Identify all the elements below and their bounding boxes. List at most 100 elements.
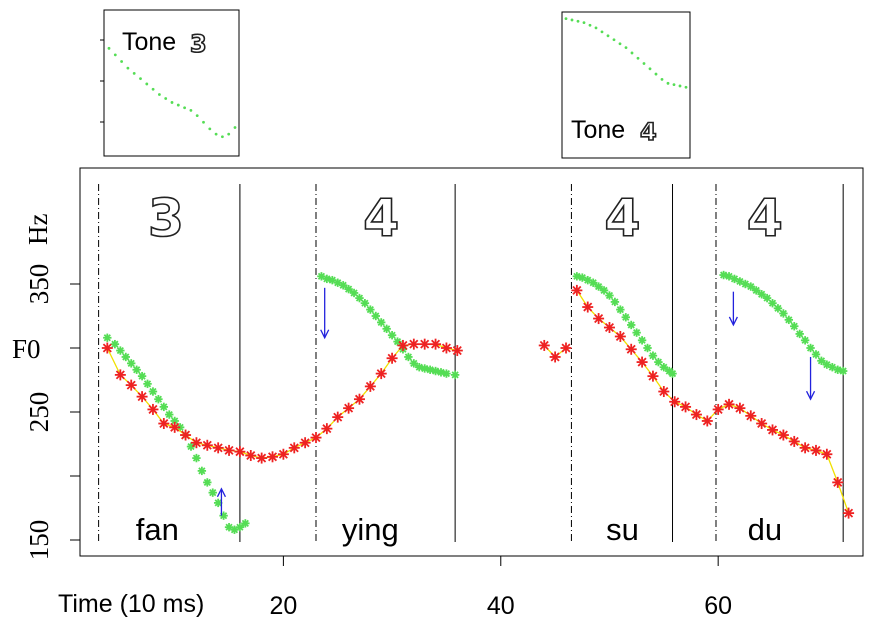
data-point (610, 297, 620, 307)
data-point (408, 338, 420, 350)
data-point (538, 339, 550, 351)
data-point (322, 274, 332, 284)
inset-tone3-curve (107, 46, 237, 139)
data-point (430, 338, 442, 350)
inset-point (576, 19, 580, 23)
data-point (658, 386, 670, 398)
inset-point (227, 132, 231, 136)
inset-point (132, 72, 136, 75)
inset-point (684, 85, 688, 89)
data-point (654, 357, 663, 367)
data-point (442, 369, 451, 378)
data-point (159, 402, 169, 412)
syllable-label: du (748, 512, 782, 547)
inset-point (618, 42, 622, 46)
data-point (397, 339, 409, 351)
series-tone-model (103, 270, 848, 534)
inset-tone4-frame (561, 11, 691, 159)
syllable-labels: fan ying su du (136, 512, 782, 547)
data-point (332, 411, 344, 423)
data-point (277, 448, 289, 460)
data-point (669, 396, 681, 408)
data-point (768, 299, 777, 308)
data-point (643, 343, 652, 353)
data-point (843, 507, 855, 519)
data-point (616, 305, 625, 314)
data-point (746, 282, 755, 291)
data-point (234, 446, 246, 458)
inset-point (570, 18, 574, 22)
inset-point (107, 46, 111, 50)
inset-point (564, 17, 568, 21)
syllable-boundaries (98, 184, 844, 542)
inset-point (170, 101, 174, 104)
data-point (621, 313, 630, 322)
data-point (745, 410, 757, 422)
inset-point (214, 132, 218, 136)
data-point (680, 401, 692, 413)
data-point (593, 313, 605, 325)
data-point (132, 365, 141, 374)
shift-arrow (805, 356, 816, 401)
data-point (773, 304, 783, 313)
data-point (136, 391, 148, 403)
shift-arrow (320, 287, 330, 340)
data-point (668, 369, 677, 378)
data-point (201, 439, 213, 451)
data-point (382, 324, 391, 333)
data-point (583, 275, 592, 285)
data-point (121, 352, 130, 362)
data-point (212, 442, 224, 454)
data-point (127, 359, 136, 368)
data-point (125, 379, 137, 391)
tone-mark: 4 (604, 189, 640, 249)
x-axis-label: Time (10 ms) (58, 590, 204, 618)
data-point (137, 371, 147, 381)
data-point (659, 363, 669, 372)
data-point (762, 293, 772, 303)
inset-point (606, 34, 610, 38)
data-point (817, 356, 826, 365)
data-point (811, 350, 821, 359)
data-point (838, 366, 848, 376)
data-point (180, 429, 192, 441)
inset-point (672, 83, 676, 87)
data-point (560, 342, 572, 354)
data-point (344, 284, 353, 294)
inset-tone3: Tone 3 (100, 9, 240, 157)
inset-tone3-label: Tone (122, 28, 176, 56)
data-point (800, 336, 810, 345)
inset-tone3-number: 3 (190, 30, 207, 58)
data-point (208, 488, 217, 497)
data-point (349, 288, 359, 298)
data-point (690, 409, 702, 421)
data-point (605, 291, 614, 300)
data-point (701, 415, 713, 427)
tone-marks: 3 4 4 4 (147, 188, 784, 250)
data-point (821, 448, 833, 460)
data-point (734, 402, 746, 414)
data-point (241, 519, 250, 528)
data-point (116, 346, 125, 355)
inset-point (582, 21, 586, 24)
y-axis-unit: Hz (23, 214, 53, 245)
inset-point (145, 82, 149, 86)
tone-mark: 4 (363, 189, 399, 249)
tone-mark: 3 (148, 189, 184, 249)
data-point (321, 423, 333, 435)
inset-point (158, 93, 161, 96)
data-point (409, 359, 419, 368)
data-point (203, 478, 212, 487)
inset-point (183, 106, 187, 110)
data-point (310, 432, 322, 444)
data-point (186, 442, 196, 451)
inset-tone4-number: 4 (640, 118, 657, 146)
data-point (571, 284, 583, 296)
data-point (810, 444, 822, 456)
data-point (213, 498, 223, 508)
data-point (165, 410, 174, 419)
inset-point (176, 103, 180, 107)
inset-point (642, 62, 646, 65)
inset-point (624, 46, 628, 50)
